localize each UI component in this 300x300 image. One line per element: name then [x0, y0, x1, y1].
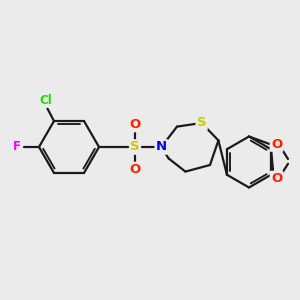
- Text: Cl: Cl: [39, 94, 52, 106]
- Text: O: O: [129, 118, 141, 131]
- Text: N: N: [156, 140, 167, 154]
- Text: S: S: [130, 140, 140, 154]
- Text: S: S: [197, 116, 206, 130]
- Text: F: F: [13, 140, 20, 154]
- Text: O: O: [129, 163, 141, 176]
- Text: O: O: [271, 172, 282, 185]
- Text: O: O: [271, 137, 282, 151]
